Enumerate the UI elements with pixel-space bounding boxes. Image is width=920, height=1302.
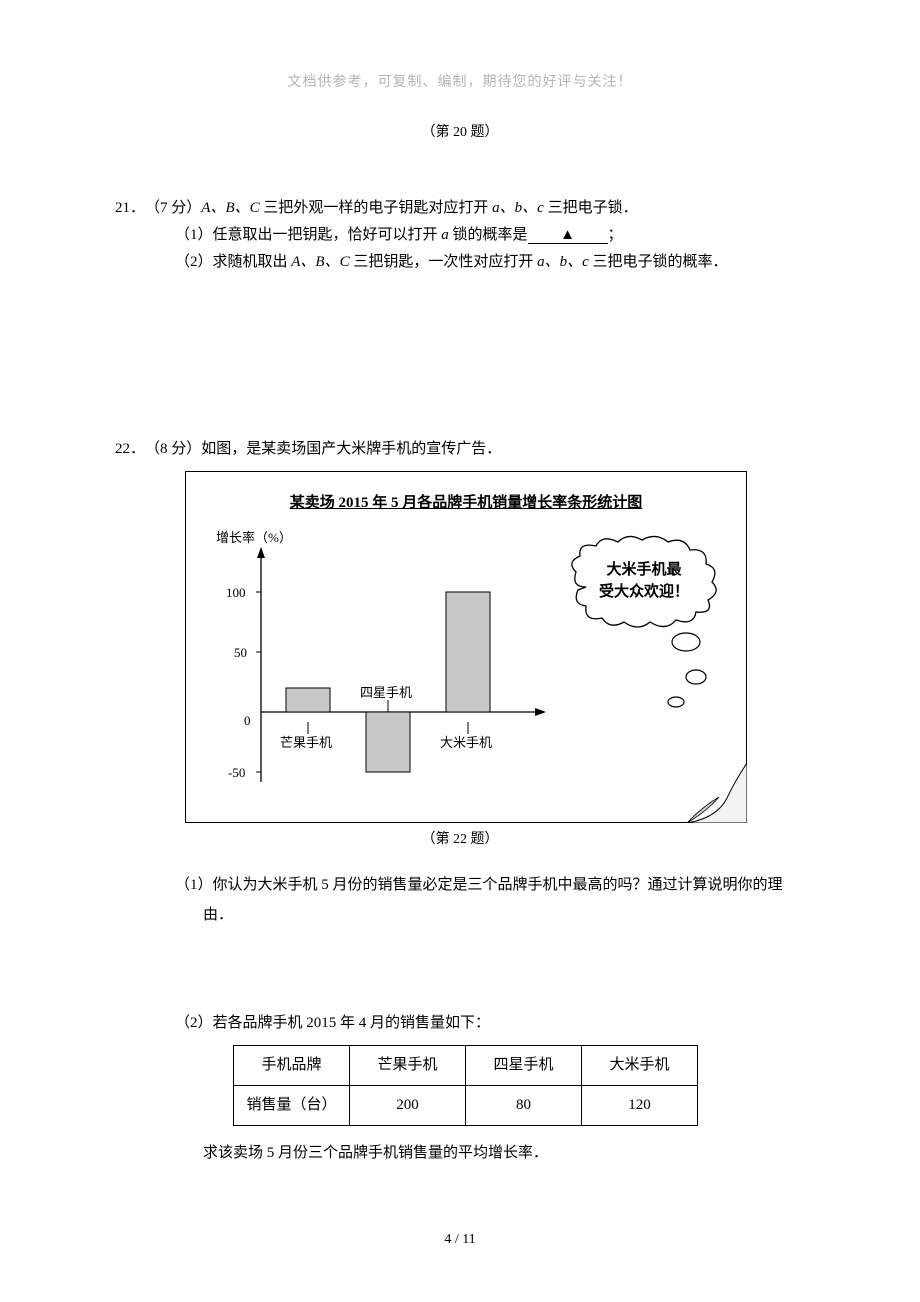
page-footer: 4 / 11 (0, 1227, 920, 1252)
table-cell: 销售量（台） (234, 1086, 350, 1126)
table-cell: 80 (466, 1086, 582, 1126)
bar-sixing (366, 712, 410, 772)
thought-bubble: 大米手机最 受大众欢迎！ (566, 532, 726, 762)
bar-label-2: 四星手机 (360, 685, 412, 700)
fig22-caption: （第 22 题） (115, 827, 805, 852)
fill-blank: ▲ (528, 228, 608, 244)
table-cell: 芒果手机 (350, 1046, 466, 1086)
q21-sub1: （1）任意取出一把钥匙，恰好可以打开 a 锁的概率是▲； (115, 222, 805, 249)
chart-container: 某卖场 2015 年 5 月各品牌手机销量增长率条形统计图 增长率（%） 100… (185, 471, 747, 823)
bar-chart: 增长率（%） 100 50 0 -50 (206, 522, 576, 812)
q21-number: 21． (115, 195, 145, 222)
table-row: 手机品牌 芒果手机 四星手机 大米手机 (234, 1046, 698, 1086)
q22-number: 22． (115, 436, 145, 463)
bar-dami (446, 592, 490, 712)
q21-line1: 21． （7 分）A、B、C 三把外观一样的电子钥匙对应打开 a、b、c 三把电… (115, 195, 805, 222)
table-row: 销售量（台） 200 80 120 (234, 1086, 698, 1126)
chart-title: 某卖场 2015 年 5 月各品牌手机销量增长率条形统计图 (186, 490, 746, 517)
question-21: 21． （7 分）A、B、C 三把外观一样的电子钥匙对应打开 a、b、c 三把电… (115, 195, 805, 276)
table-cell: 200 (350, 1086, 466, 1126)
table-cell: 120 (582, 1086, 698, 1126)
bar-mango (286, 688, 330, 712)
bar-label-1: 芒果手机 (280, 735, 332, 750)
q22-line1: 22． （8 分）如图，是某卖场国产大米牌手机的宣传广告． (115, 436, 805, 463)
svg-text:50: 50 (234, 645, 247, 660)
sales-table: 手机品牌 芒果手机 四星手机 大米手机 销售量（台） 200 80 120 (233, 1045, 698, 1126)
svg-text:受大众欢迎！: 受大众欢迎！ (599, 582, 689, 600)
q22-sub1: （1）你认为大米手机 5 月份的销售量必定是三个品牌手机中最高的吗？通过计算说明… (143, 870, 805, 930)
q22-text: （8 分）如图，是某卖场国产大米牌手机的宣传广告． (145, 436, 501, 463)
y-axis-label: 增长率（%） (216, 530, 292, 545)
svg-text:-50: -50 (228, 765, 245, 780)
fig20-caption: （第 20 题） (115, 120, 805, 145)
page-header: 文档供参考，可复制、编制，期待您的好评与关注！ (0, 70, 920, 95)
question-22: 22． （8 分）如图，是某卖场国产大米牌手机的宣传广告． 某卖场 2015 年… (115, 436, 805, 1167)
table-cell: 四星手机 (466, 1046, 582, 1086)
svg-text:0: 0 (244, 713, 251, 728)
q22-final: 求该卖场 5 月份三个品牌手机销售量的平均增长率． (115, 1140, 805, 1167)
q21-sub2: （2）求随机取出 A、B、C 三把钥匙，一次性对应打开 a、b、c 三把电子锁的… (115, 249, 805, 276)
svg-text:100: 100 (226, 585, 246, 600)
q21-text: （7 分）A、B、C 三把外观一样的电子钥匙对应打开 a、b、c 三把电子锁． (145, 195, 638, 222)
table-cell: 手机品牌 (234, 1046, 350, 1086)
table-cell: 大米手机 (582, 1046, 698, 1086)
bar-label-3: 大米手机 (440, 735, 492, 750)
page-curl-icon (687, 763, 747, 823)
page-content: （第 20 题） 21． （7 分）A、B、C 三把外观一样的电子钥匙对应打开 … (115, 120, 805, 1177)
svg-text:大米手机最: 大米手机最 (606, 560, 682, 578)
q22-sub2-head: （2）若各品牌手机 2015 年 4 月的销售量如下： (115, 1010, 805, 1037)
